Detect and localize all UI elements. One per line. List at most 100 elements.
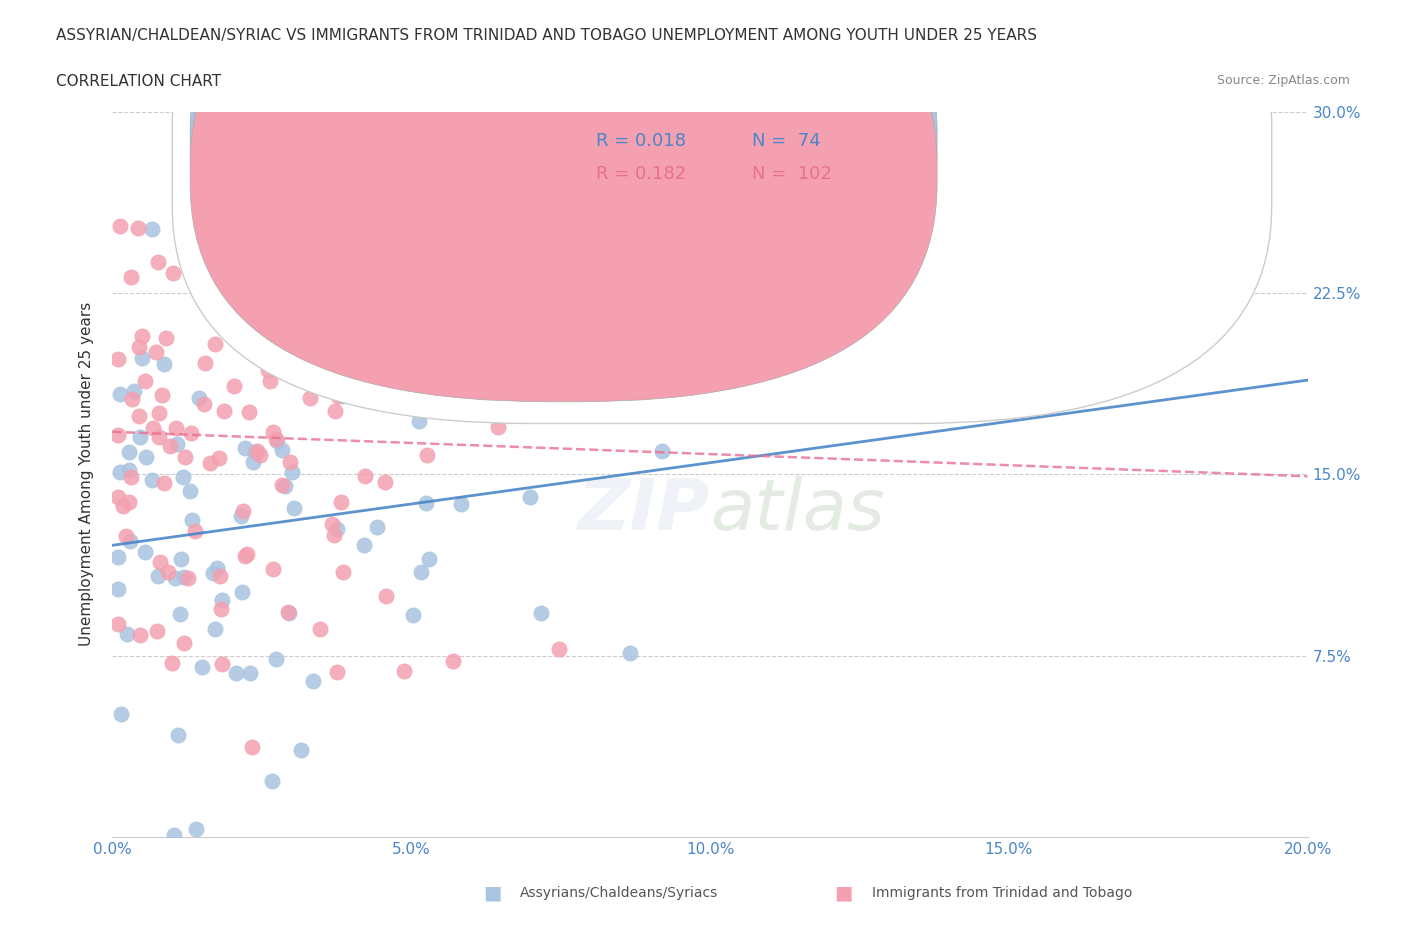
Point [107,617,129,631]
Point [111,499,134,514]
Point [326,665,349,680]
Point [188,391,211,405]
Point [153,357,176,372]
Point [184,218,207,232]
Point [290,742,312,757]
Point [202,565,225,580]
Point [118,462,141,477]
Point [160,656,183,671]
Point [149,555,172,570]
Point [148,405,170,420]
Point [433,292,456,307]
Point [262,562,284,577]
Point [146,623,169,638]
Point [120,270,142,285]
Point [150,387,173,402]
Point [392,664,415,679]
Point [302,673,325,688]
Text: R = 0.018: R = 0.018 [596,132,686,151]
Point [148,430,170,445]
Point [134,374,156,389]
Point [271,477,294,492]
Point [148,254,170,269]
Text: N =  102: N = 102 [752,165,832,183]
Point [238,405,260,419]
Point [225,665,247,680]
Point [231,508,253,523]
Point [325,404,347,418]
Point [395,367,418,382]
Point [107,352,129,367]
Point [107,490,129,505]
Point [308,336,330,351]
Point [291,328,314,343]
Point [183,524,205,538]
Text: ■: ■ [482,884,502,902]
Point [468,370,491,385]
Point [153,475,176,490]
Point [141,473,163,488]
Point [418,552,440,567]
Point [231,584,253,599]
FancyBboxPatch shape [173,0,1272,423]
Point [385,291,408,306]
Point [191,660,214,675]
Point [361,301,384,316]
Point [433,259,456,274]
Point [240,739,263,754]
Point [651,444,673,458]
FancyBboxPatch shape [190,0,938,369]
Point [122,383,145,398]
Point [180,512,202,527]
Point [402,607,425,622]
Point [166,728,188,743]
Point [312,194,335,209]
Point [202,262,225,277]
Point [354,469,377,484]
Point [486,419,509,434]
Point [368,335,391,350]
Point [194,356,217,371]
Point [162,265,184,280]
Point [224,193,246,207]
Point [173,570,195,585]
Point [117,627,139,642]
Point [214,404,236,418]
Point [330,389,353,404]
Point [271,443,294,458]
Point [172,470,194,485]
Point [262,774,284,789]
Text: N =  74: N = 74 [752,132,821,151]
Point [170,551,193,566]
Point [533,317,555,332]
Point [278,454,301,469]
Point [120,470,142,485]
Point [249,447,271,462]
Point [374,475,396,490]
Point [165,420,187,435]
Point [169,606,191,621]
Point [619,645,641,660]
Point [146,569,169,584]
Point [262,425,284,440]
Point [416,447,439,462]
Point [357,363,380,378]
Point [415,495,437,510]
Point [232,503,254,518]
Point [242,454,264,469]
Point [118,445,141,459]
Point [155,330,177,345]
Point [363,328,385,343]
Point [326,388,349,403]
Text: Immigrants from Trinidad and Tobago: Immigrants from Trinidad and Tobago [872,885,1132,900]
Point [530,605,553,620]
Point [235,547,257,562]
Point [285,359,308,374]
Point [211,656,233,671]
Point [114,528,136,543]
Point [108,464,131,479]
Point [274,479,297,494]
Point [283,501,305,516]
Point [277,605,299,620]
Point [409,565,432,579]
